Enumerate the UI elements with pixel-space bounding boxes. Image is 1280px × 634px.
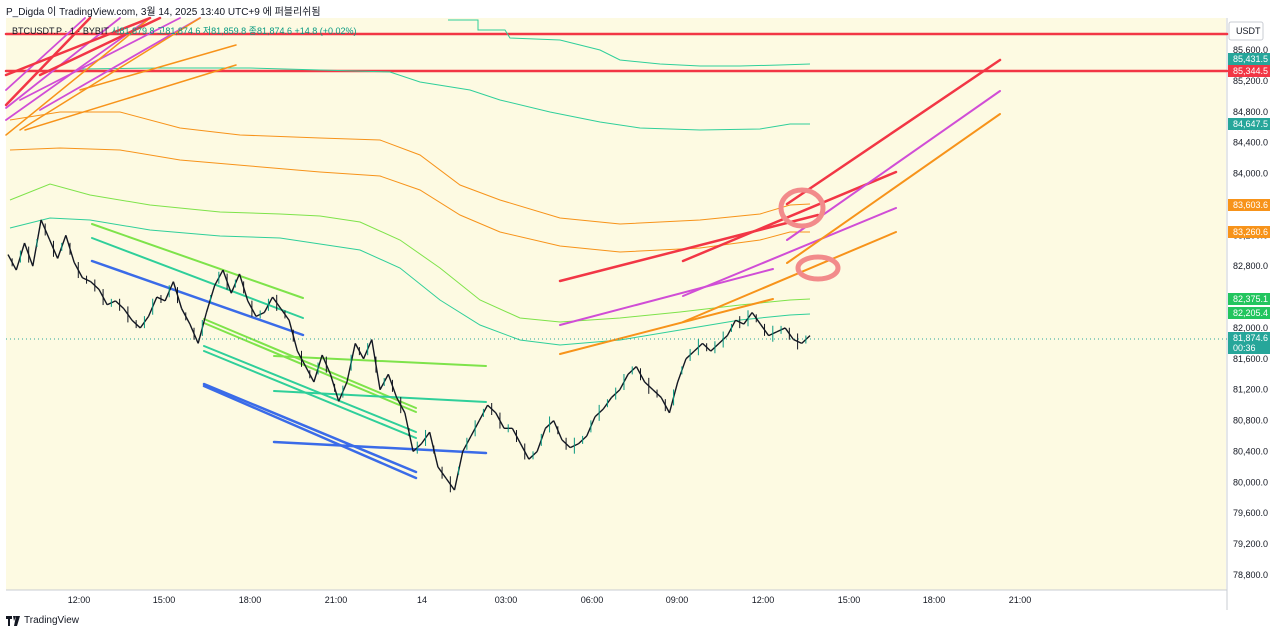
price-tags: 85,431.5 85,344.5 84,647.5 83,603.6 83,260.6… bbox=[1228, 53, 1270, 354]
symbol-info-bar: BTCUSDT.P · 1 · BYBIT 시81,879.8 고81,874.… bbox=[12, 24, 357, 37]
support-trendline bbox=[273, 355, 487, 367]
orange-band-line bbox=[9, 147, 810, 253]
price-tick-label: 80,400.0 bbox=[1233, 446, 1268, 456]
price-tag-label: 82,205.4 bbox=[1233, 308, 1268, 318]
price-tag-label: 00:36 bbox=[1233, 343, 1256, 353]
price-tick-label: 81,600.0 bbox=[1233, 354, 1268, 364]
time-tick-label: 18:00 bbox=[923, 595, 946, 605]
time-axis-labels: 12:00 15:00 18:00 21:00 14 03:00 06:00 09:00 12:… bbox=[68, 595, 1032, 605]
currency-label: USDT bbox=[1236, 26, 1261, 36]
descending-trendline bbox=[203, 350, 417, 439]
ascending-trendline bbox=[559, 268, 774, 326]
support-trendline bbox=[273, 390, 487, 403]
descending-trendline bbox=[203, 345, 417, 433]
descending-trendline bbox=[203, 318, 417, 409]
fan-trendline bbox=[38, 16, 162, 77]
time-tick-label: 03:00 bbox=[495, 595, 518, 605]
drawing-layer bbox=[4, 16, 1229, 480]
ohlc-values: 시81,879.8 고81,874.6 저81,859.8 종81,874.6 … bbox=[111, 26, 357, 36]
time-tick-label: 21:00 bbox=[325, 595, 348, 605]
ascending-trendline bbox=[785, 58, 1002, 206]
footer: TradingView bbox=[6, 615, 79, 626]
fan-trendline bbox=[79, 44, 237, 91]
ascending-trendline bbox=[682, 231, 897, 323]
currency-box bbox=[1228, 21, 1264, 41]
time-tick-label: 15:00 bbox=[838, 595, 861, 605]
price-tag bbox=[1228, 118, 1270, 130]
time-tick-label: 12:00 bbox=[752, 595, 775, 605]
price-tick-label: 84,000.0 bbox=[1233, 169, 1268, 179]
support-trendline bbox=[272, 440, 488, 455]
fan-trendline bbox=[5, 17, 151, 136]
price-tag bbox=[1228, 293, 1270, 305]
price-tag bbox=[1228, 199, 1270, 211]
price-tag-label: 85,344.5 bbox=[1233, 66, 1268, 76]
price-tick-label: 82,800.0 bbox=[1233, 261, 1268, 271]
price-tick-label: 82,000.0 bbox=[1233, 323, 1268, 333]
price-tag bbox=[1228, 53, 1270, 65]
price-tag-label: 83,260.6 bbox=[1233, 227, 1268, 237]
price-tick-label: 84,400.0 bbox=[1233, 138, 1268, 148]
price-tick-label: 80,000.0 bbox=[1233, 477, 1268, 487]
symbol-name[interactable]: BTCUSDT.P · 1 · BYBIT bbox=[12, 26, 109, 36]
fan-trendline bbox=[4, 16, 92, 107]
price-tag bbox=[1228, 332, 1270, 344]
vwap-band-line bbox=[79, 67, 810, 131]
tradingview-logo-icon bbox=[6, 615, 20, 626]
price-tag-label: 83,603.6 bbox=[1233, 200, 1268, 210]
descending-trendline bbox=[90, 259, 305, 337]
time-tick-label: 09:00 bbox=[666, 595, 689, 605]
green-band-line bbox=[9, 217, 811, 346]
time-tick-label: 15:00 bbox=[153, 595, 176, 605]
highlight-circle bbox=[778, 187, 826, 229]
price-tag bbox=[1228, 342, 1270, 354]
publish-info: P_Digda 이 TradingView.com, 3월 14, 2025 1… bbox=[6, 7, 321, 18]
price-tick-label: 78,800.0 bbox=[1233, 570, 1268, 580]
price-tag-label: 82,375.1 bbox=[1233, 294, 1268, 304]
descending-trendline bbox=[202, 384, 418, 480]
ascending-trendline bbox=[681, 170, 898, 263]
time-tick-label: 12:00 bbox=[68, 595, 91, 605]
fan-trendline bbox=[39, 17, 201, 111]
ascending-trendline bbox=[682, 207, 897, 297]
price-tick-label: 79,200.0 bbox=[1233, 539, 1268, 549]
ascending-trendline bbox=[558, 213, 820, 283]
time-tick-label: 06:00 bbox=[581, 595, 604, 605]
price-tag-label: 81,874.6 bbox=[1233, 333, 1268, 343]
price-tag-label: 84,647.5 bbox=[1233, 119, 1268, 129]
vwap-band-line bbox=[448, 19, 811, 67]
fan-trendline bbox=[4, 16, 152, 77]
chart-plot-background bbox=[6, 18, 1226, 590]
green-band-line bbox=[9, 183, 811, 323]
price-tick-label: 81,200.0 bbox=[1233, 385, 1268, 395]
time-tick-label: 21:00 bbox=[1009, 595, 1032, 605]
descending-trendline bbox=[202, 382, 418, 474]
candles-layer bbox=[7, 219, 811, 493]
footer-brand: TradingView bbox=[24, 615, 80, 626]
price-tag bbox=[1228, 307, 1270, 319]
orange-band-line bbox=[9, 111, 811, 225]
fan-trendline bbox=[19, 17, 201, 131]
descending-trendline bbox=[91, 223, 304, 299]
fan-trendline bbox=[24, 64, 237, 131]
price-tag bbox=[1228, 226, 1270, 238]
highlight-circle bbox=[795, 254, 841, 282]
time-tick-label: 18:00 bbox=[239, 595, 262, 605]
time-tick-label: 14 bbox=[417, 595, 427, 605]
price-tag-label: 85,431.5 bbox=[1233, 54, 1268, 64]
price-tick-label: 84,800.0 bbox=[1233, 107, 1268, 117]
fan-trendline bbox=[5, 17, 86, 91]
price-tick-label: 85,200.0 bbox=[1233, 76, 1268, 86]
price-tag bbox=[1228, 65, 1270, 77]
ascending-trendline bbox=[786, 113, 1001, 264]
price-tick-label: 85,600.0 bbox=[1233, 45, 1268, 55]
ascending-trendline bbox=[559, 298, 774, 355]
price-tick-label: 79,600.0 bbox=[1233, 508, 1268, 518]
price-tick-label: 80,800.0 bbox=[1233, 416, 1268, 426]
